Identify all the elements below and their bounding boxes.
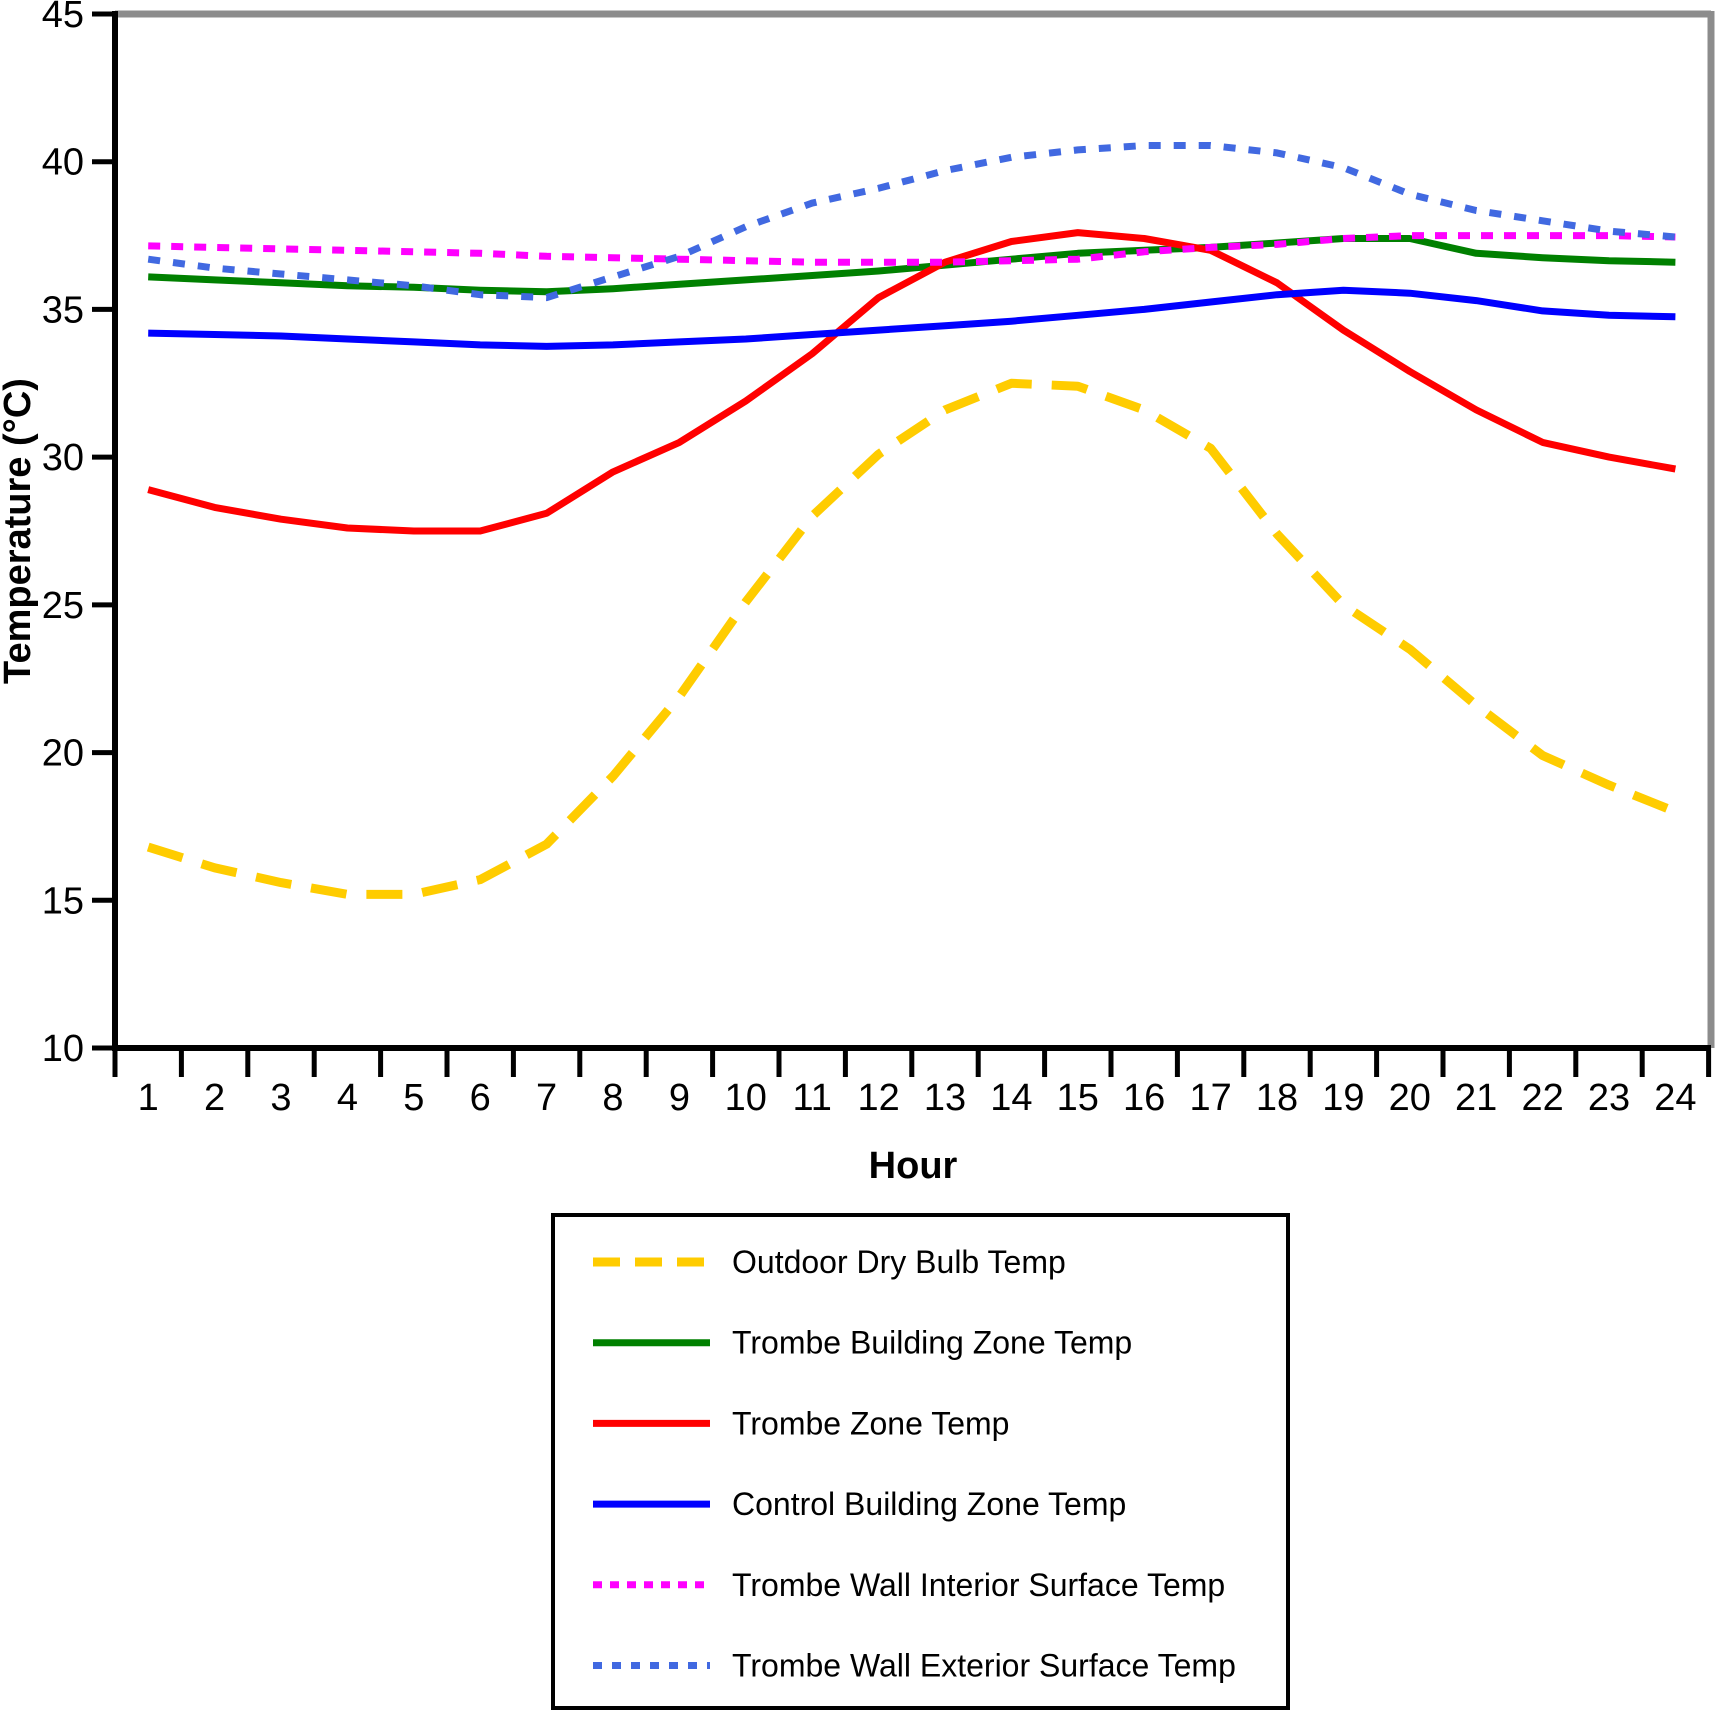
x-tick-label: 5 [403, 1077, 424, 1119]
x-tick-label: 12 [857, 1077, 899, 1119]
y-tick-label: 35 [42, 289, 84, 331]
x-tick-label: 2 [204, 1077, 225, 1119]
legend-label: Outdoor Dry Bulb Temp [732, 1244, 1066, 1280]
trombe-wall-exterior-surface-temp-line [147, 142, 1676, 302]
x-tick-label: 22 [1521, 1077, 1563, 1119]
trombe-wall-interior-surface-temp-line [148, 232, 1676, 266]
x-tick-label: 3 [270, 1077, 291, 1119]
x-tick-label: 23 [1588, 1077, 1630, 1119]
legend-label: Trombe Zone Temp [732, 1405, 1009, 1441]
y-tick-label: 15 [42, 880, 84, 922]
legend-box: Outdoor Dry Bulb Temp Trombe Building Zon… [551, 1213, 1290, 1710]
legend-label: Trombe Wall Exterior Surface Temp [732, 1648, 1236, 1684]
series-lines [146, 142, 1678, 899]
x-tick-label: 8 [602, 1077, 623, 1119]
x-tick-label: 4 [337, 1077, 358, 1119]
x-tick-label: 11 [792, 1077, 831, 1119]
x-ticks: 1 2 3 4 5 6 7 8 9 10 11 12 13 14 15 16 17 18 19 20 21 22 23 24 [112, 1048, 1712, 1119]
x-tick-label: 24 [1654, 1077, 1696, 1119]
y-tick-label: 20 [42, 733, 84, 775]
y-ticks: 10 15 20 25 30 35 40 45 [42, 0, 115, 1070]
y-tick-label: 30 [42, 437, 84, 479]
legend-label: Trombe Building Zone Temp [732, 1325, 1132, 1361]
x-tick-label: 6 [470, 1077, 491, 1119]
outdoor-dry-bulb-temp-line [146, 378, 1678, 899]
y-axis-title: Temperature (°C) [0, 378, 39, 684]
x-tick-label: 10 [725, 1077, 767, 1119]
legend-frame [551, 1213, 1290, 1710]
legend-label: Control Building Zone Temp [732, 1486, 1126, 1522]
y-tick-label: 40 [42, 142, 84, 184]
x-tick-label: 14 [990, 1077, 1032, 1119]
x-tick-label: 16 [1123, 1077, 1165, 1119]
x-tick-label: 1 [138, 1077, 159, 1119]
x-tick-label: 15 [1057, 1077, 1099, 1119]
control-building-zone-temp-line [148, 286, 1676, 350]
x-axis-title: Hour [869, 1145, 958, 1187]
x-tick-label: 7 [536, 1077, 557, 1119]
legend-label: Trombe Wall Interior Surface Temp [732, 1567, 1225, 1603]
x-tick-label: 19 [1322, 1077, 1364, 1119]
trombe-zone-temp-line [147, 229, 1677, 535]
x-tick-label: 13 [924, 1077, 966, 1119]
x-tick-label: 17 [1189, 1077, 1231, 1119]
y-tick-label: 45 [42, 0, 84, 36]
x-tick-label: 20 [1389, 1077, 1431, 1119]
y-tick-label: 10 [42, 1028, 84, 1070]
x-tick-label: 18 [1256, 1077, 1298, 1119]
x-tick-label: 21 [1455, 1077, 1497, 1119]
y-tick-label: 25 [42, 585, 84, 627]
x-tick-label: 9 [669, 1077, 690, 1119]
